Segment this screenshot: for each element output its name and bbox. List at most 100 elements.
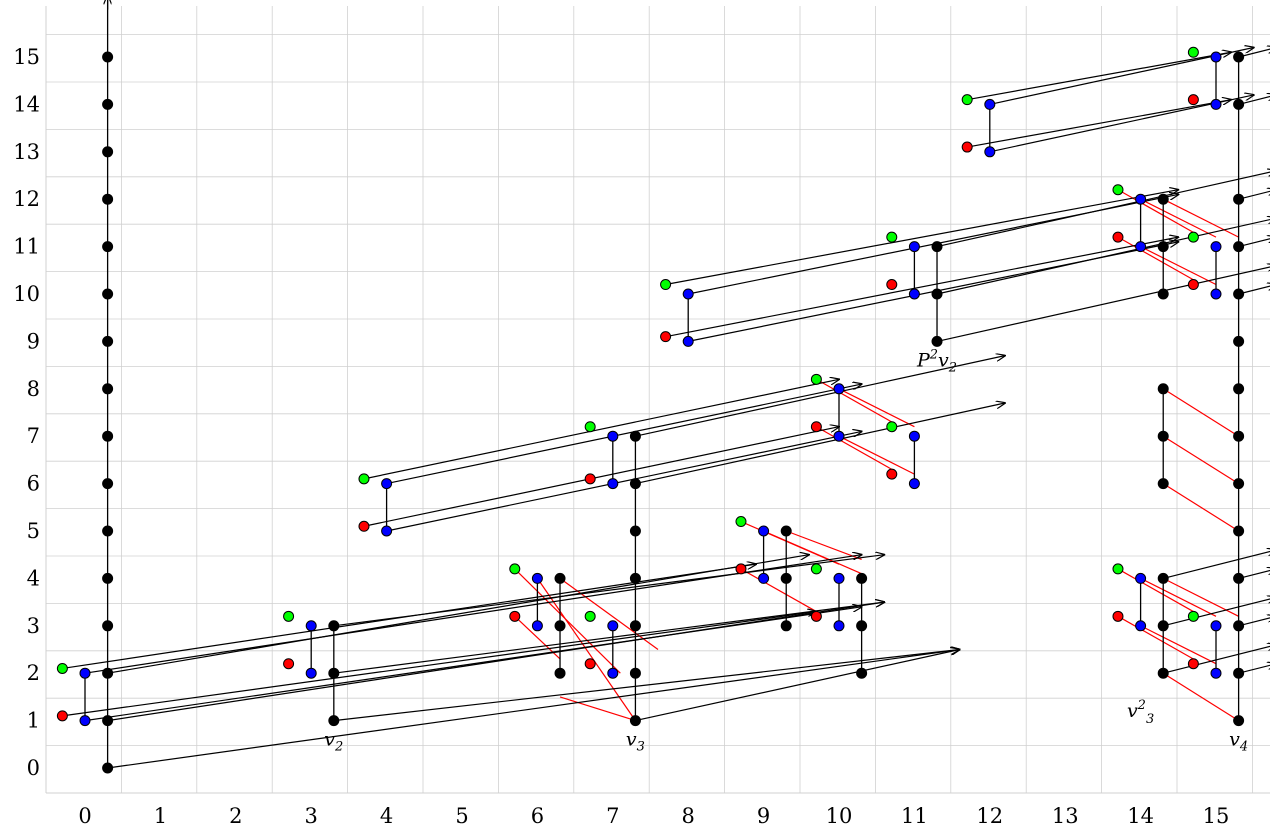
red-connector [514, 568, 621, 674]
red-connector [1162, 483, 1239, 532]
x-tick-label: 15 [1203, 804, 1230, 828]
vertical-segments [84, 0, 1240, 768]
y-tick-label: 8 [27, 377, 40, 401]
black-dot [1157, 241, 1169, 253]
y-tick-label: 14 [13, 92, 40, 116]
x-tick-label: 4 [380, 804, 393, 828]
arrow-line [84, 607, 862, 722]
red-dot [1112, 231, 1124, 243]
arrow-line [333, 555, 884, 627]
blue-dot [381, 525, 393, 537]
black-dot [1157, 193, 1169, 205]
point-labels: v2 v3 P2v2 v23 v4 [324, 347, 1248, 754]
black-dot [1233, 335, 1245, 347]
blue-dot [908, 430, 920, 442]
black-dot [102, 620, 114, 632]
arrow-line [936, 218, 1270, 295]
y-tick-label: 13 [13, 140, 40, 164]
black-dot [102, 241, 114, 253]
red-dot [509, 610, 521, 622]
arrow-line [333, 650, 960, 722]
blue-dot [833, 620, 845, 632]
x-tick-label: 14 [1127, 804, 1154, 828]
black-dot [102, 383, 114, 395]
x-tick-label: 3 [305, 804, 318, 828]
black-dot [629, 620, 641, 632]
arrow-line [1163, 597, 1270, 627]
arrow-line [1238, 190, 1270, 200]
red-dot [961, 141, 973, 153]
blue-dot [79, 667, 91, 679]
arrow-line [62, 612, 816, 717]
blue-dot [682, 288, 694, 300]
black-dot [1157, 620, 1169, 632]
blue-dot [984, 146, 996, 158]
blue-dot [1135, 241, 1147, 253]
black-dot [1157, 572, 1169, 584]
red-connector [1140, 625, 1217, 665]
red-connector [816, 426, 893, 470]
black-dot [102, 715, 114, 727]
blue-dot [833, 383, 845, 395]
black-dot [1233, 525, 1245, 537]
arrow-line [107, 555, 809, 674]
black-dot [780, 572, 792, 584]
arrow-line [333, 602, 884, 674]
arrow-line [1163, 645, 1270, 674]
blue-dot [1210, 620, 1222, 632]
blue-dot [758, 572, 770, 584]
green-dot [584, 610, 596, 622]
red-connector [1117, 568, 1194, 613]
y-tick-label: 1 [27, 709, 40, 733]
green-dot [810, 373, 822, 385]
x-tick-labels: 0 1 2 3 4 5 6 7 8 9 10 11 12 13 14 15 [78, 804, 1229, 828]
arrow-line [989, 95, 1254, 153]
black-dot [102, 667, 114, 679]
y-tick-label: 0 [27, 756, 40, 780]
red-connector [1162, 577, 1239, 617]
blue-dot [682, 335, 694, 347]
black-dot [1233, 51, 1245, 63]
x-tick-label: 10 [826, 804, 853, 828]
red-connector [816, 378, 893, 423]
point-label: P2v2 [916, 347, 957, 375]
black-dot [102, 572, 114, 584]
black-dot [629, 430, 641, 442]
black-dot [102, 51, 114, 63]
green-dot [56, 662, 68, 674]
red-connector [1117, 236, 1194, 281]
blue-dot [607, 478, 619, 490]
x-tick-label: 0 [78, 804, 91, 828]
red-connector [1140, 577, 1217, 617]
black-dot [1157, 478, 1169, 490]
arrow-line [635, 356, 1004, 437]
black-dot [554, 667, 566, 679]
green-dot [961, 94, 973, 106]
y-tick-label: 3 [27, 614, 40, 638]
point-label: v3 [626, 729, 645, 755]
red-connector [1140, 246, 1217, 286]
black-dot [1233, 383, 1245, 395]
red-dot [1187, 279, 1199, 291]
black-dot [780, 620, 792, 632]
green-dot [509, 563, 521, 575]
green-dot [1187, 610, 1199, 622]
green-dot [1187, 231, 1199, 243]
arrow-line [363, 379, 839, 480]
black-dot [102, 146, 114, 158]
black-dot [629, 572, 641, 584]
blue-dot [1135, 572, 1147, 584]
arrow-line [107, 650, 960, 769]
blue-dot [1135, 620, 1147, 632]
y-tick-label: 9 [27, 329, 40, 353]
black-dot [102, 525, 114, 537]
black-dot [629, 478, 641, 490]
black-dot [1233, 715, 1245, 727]
blue-dot [758, 525, 770, 537]
green-dot [735, 516, 747, 528]
red-connector [1117, 615, 1194, 660]
black-dot [1157, 667, 1169, 679]
y-tick-label: 2 [27, 661, 40, 685]
red-dot [358, 520, 370, 532]
arrow-line [1238, 237, 1270, 248]
